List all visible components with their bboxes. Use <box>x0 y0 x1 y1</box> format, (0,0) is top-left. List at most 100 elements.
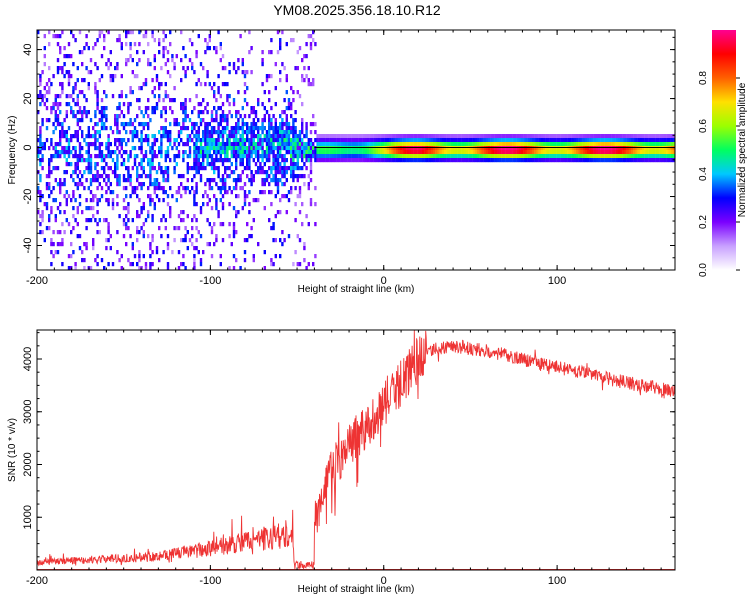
spectrogram-cell <box>243 238 247 243</box>
spectrogram-cell <box>417 142 420 147</box>
spectrogram-cell <box>169 206 172 211</box>
spectrogram-cell <box>78 182 82 187</box>
spectrogram-cell <box>340 138 343 143</box>
spectrogram-cell <box>657 150 660 155</box>
spectrogram-cell <box>257 150 260 155</box>
spectrogram-cell <box>617 134 621 139</box>
spectrogram-cell <box>70 150 73 155</box>
spectrogram-cell <box>210 166 214 171</box>
spectrogram-cell <box>606 146 610 151</box>
spectrogram-cell <box>151 106 154 111</box>
spectrogram-cell <box>560 158 563 163</box>
spectrogram-cell <box>206 202 209 207</box>
spectrogram-cell <box>63 146 66 151</box>
spectrogram-cell <box>402 134 405 139</box>
spectrogram-cell <box>199 166 203 171</box>
spectrogram-cell <box>371 158 374 163</box>
spectrogram-cell <box>127 226 130 231</box>
spectrogram-cell <box>268 166 271 171</box>
spectrogram-cell <box>281 62 284 67</box>
spectrogram-cell <box>219 122 222 127</box>
spectrogram-cell <box>63 46 66 51</box>
spectrogram-cell <box>237 122 240 127</box>
spectrogram-cell <box>455 158 458 163</box>
spectrogram-cell <box>556 146 559 151</box>
spectrogram-cell <box>290 170 293 175</box>
spectrogram-cell <box>404 158 407 163</box>
spectrogram-cell <box>235 210 238 215</box>
spectrogram-cell <box>94 130 97 135</box>
spectrogram-cell <box>257 126 260 131</box>
colorbar-tick-label: 0.6 <box>698 119 709 133</box>
spectrogram-cell <box>52 146 55 151</box>
spectrogram-cell <box>197 250 200 255</box>
spectrogram-cell <box>171 194 174 199</box>
spectrogram-cell <box>257 146 260 151</box>
spectrogram-cell <box>204 150 207 155</box>
spectrogram-cell <box>89 266 93 271</box>
spectrogram-cell <box>230 170 233 175</box>
spectrogram-cell <box>582 154 585 159</box>
spectrogram-cell <box>193 174 196 179</box>
spectrogram-cell <box>294 118 297 123</box>
spectrogram-cell <box>166 174 170 179</box>
spectrogram-cell <box>144 30 148 35</box>
spectrogram-cell <box>296 134 299 139</box>
spectrogram-cell <box>188 146 192 151</box>
spectrogram-cell <box>400 150 403 155</box>
spectrogram-cell <box>252 142 255 147</box>
spectrogram-cell <box>182 254 185 259</box>
spectrogram-cell <box>556 142 559 147</box>
spectrogram-cell <box>303 66 306 71</box>
spectrogram-cell <box>103 110 106 115</box>
spectrogram-cell <box>131 246 134 251</box>
spectrogram-cell <box>158 130 161 135</box>
spectrogram-cell <box>602 150 605 155</box>
spectrogram-cell <box>37 186 40 191</box>
spectrogram-cell <box>397 146 401 151</box>
spectrogram-cell <box>646 142 649 147</box>
spectrogram-cell <box>188 58 192 63</box>
spectrogram-cell <box>252 134 255 139</box>
spectrogram-cell <box>516 134 519 139</box>
spectrogram-cell <box>301 118 304 123</box>
spectrogram-cell <box>175 118 178 123</box>
spectrogram-cell <box>331 138 335 143</box>
spectrogram-cell <box>305 134 308 139</box>
spectrogram-cell <box>239 126 242 131</box>
spectrogram-cell <box>98 198 101 203</box>
spectrogram-cell <box>292 38 295 43</box>
spectrogram-cell <box>67 266 71 271</box>
spectrogram-cell <box>127 158 130 163</box>
spectrogram-cell <box>375 134 379 139</box>
spectrogram-cell <box>468 142 471 147</box>
spectrogram-cell <box>290 162 293 167</box>
spectrogram-cell <box>56 118 60 123</box>
spectrogram-cell <box>604 134 607 139</box>
spectrogram-cell <box>54 114 57 119</box>
spectrogram-cell <box>210 158 214 163</box>
spectrogram-cell <box>186 138 189 143</box>
spectrogram-cell <box>199 262 203 267</box>
spectrogram-cell <box>314 158 317 163</box>
spectrogram-cell <box>85 142 88 147</box>
spectrogram-cell <box>83 46 86 51</box>
spectrogram-cell <box>626 150 629 155</box>
spectrogram-cell <box>206 138 209 143</box>
spectrogram-cell <box>327 158 330 163</box>
spectrogram-cell <box>360 142 363 147</box>
spectrogram-cell <box>424 158 427 163</box>
spectrogram-cell <box>109 74 112 79</box>
spectrogram-cell <box>217 122 220 127</box>
spectrogram-cell <box>624 154 627 159</box>
spectrogram-cell <box>153 134 156 139</box>
spectrogram-cell <box>485 138 489 143</box>
spectrogram-cell <box>116 202 119 207</box>
spectrogram-cell <box>45 90 49 95</box>
spectrogram-cell <box>353 134 357 139</box>
spectrogram-cell <box>378 150 381 155</box>
spectrogram-cell <box>136 62 139 67</box>
spectrogram-cell <box>215 110 218 115</box>
spectrogram-cell <box>263 154 266 159</box>
spectrogram-cell <box>239 162 242 167</box>
